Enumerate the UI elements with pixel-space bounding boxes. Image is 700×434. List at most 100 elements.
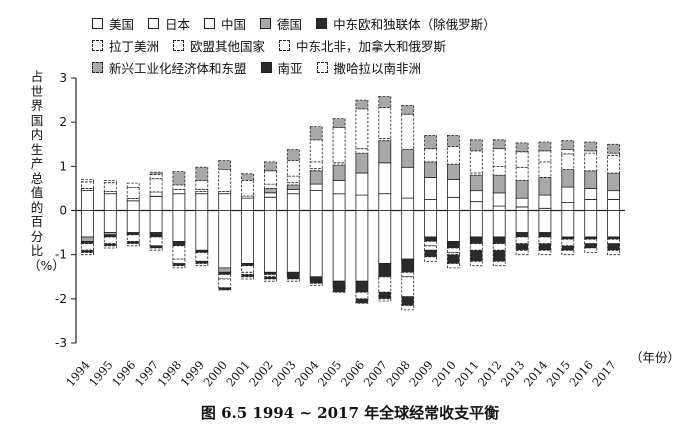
x-tick-label: 2016: [566, 358, 596, 389]
bar-segment: [172, 193, 186, 211]
y-tick-label: 2: [59, 115, 67, 129]
bar-segment: [607, 249, 620, 256]
bar-segment: [355, 99, 369, 110]
legend-label: 新兴工业化经济体和东盟: [109, 60, 247, 76]
bar-segment: [172, 188, 186, 195]
legend-swatch: [260, 17, 272, 29]
legend-item: 拉丁美洲: [92, 36, 159, 55]
bar-segment: [149, 210, 163, 234]
y-tick-label: -2: [55, 292, 67, 306]
bar-segment: [607, 190, 620, 200]
bar-segment: [195, 166, 209, 181]
bar-segment: [103, 236, 117, 244]
bar-segment: [81, 181, 94, 189]
bar-segment: [607, 154, 620, 174]
bar-segment: [81, 243, 94, 251]
bar-segment: [492, 148, 506, 167]
bar-segment: [218, 287, 232, 291]
bar-segment: [446, 146, 460, 165]
bar-segment: [401, 296, 415, 306]
bar-segment: [424, 240, 438, 247]
bar-segment: [469, 243, 483, 251]
bar-segment: [515, 243, 529, 251]
x-tick-label: 2001: [223, 358, 253, 389]
bar-segment: [309, 126, 323, 141]
legend-label: 南亚: [277, 60, 303, 76]
bar-segment: [286, 184, 300, 190]
bar-segment: [378, 162, 392, 195]
legend-swatch: [279, 39, 291, 51]
bar-segment: [149, 178, 163, 193]
bar-segment: [538, 176, 552, 196]
bar-segment: [424, 236, 438, 242]
x-tick-label: 2011: [452, 358, 482, 389]
bar-segment: [263, 183, 277, 189]
bar-segment: [446, 179, 460, 198]
bar-segment: [469, 236, 483, 244]
bar-segment: [561, 168, 575, 188]
bar-segment: [561, 249, 575, 256]
bar-segment: [424, 148, 438, 163]
bar-segment: [263, 187, 277, 194]
legend-item: 撒哈拉以南非洲: [316, 58, 421, 77]
bar-segment: [607, 243, 620, 251]
legend-label: 美国: [109, 16, 135, 32]
bar-segment: [263, 170, 277, 185]
bar-segment: [446, 163, 460, 181]
x-tick-label: 2006: [338, 358, 368, 389]
bar-segment: [561, 245, 575, 251]
bar-segment: [607, 210, 620, 238]
bar-segment: [378, 140, 392, 164]
bar-segment: [126, 182, 140, 188]
bar-segment: [401, 113, 415, 150]
bar-segment: [195, 263, 209, 267]
bar-segment: [218, 267, 232, 273]
y-axis-label: 占世界国内生产总值的百分比（%）: [28, 69, 65, 273]
x-tick-label: 2003: [269, 358, 299, 389]
bar-segment: [424, 245, 438, 251]
bar-segment: [218, 168, 232, 192]
bar-segment: [286, 160, 300, 177]
bar-segment: [309, 210, 323, 278]
chart-legend: 美国 日本 中国 德国 中东欧和独联体（除俄罗斯） 拉丁美洲 欧盟其他国家 中东北非，加拿大和…: [92, 12, 652, 78]
bar-segment: [355, 108, 369, 150]
bar-segment: [469, 210, 483, 238]
bar-segment: [446, 247, 460, 253]
bar-segment: [446, 254, 460, 264]
bar-segment: [149, 191, 163, 197]
bar-segment: [607, 152, 620, 156]
bar-segment: [538, 236, 552, 244]
legend-swatch: [204, 17, 216, 29]
bar-segment: [515, 180, 529, 199]
bar-segment: [469, 150, 483, 174]
x-tick-label: 2004: [292, 358, 322, 389]
x-tick-label: 1994: [63, 358, 93, 389]
bar-segment: [103, 193, 117, 211]
x-tick-label: 2005: [315, 358, 345, 389]
bar-segment: [355, 280, 369, 293]
bar-segment: [149, 236, 163, 247]
bar-segment: [241, 274, 255, 278]
bar-segment: [241, 173, 255, 181]
bar-segment: [584, 170, 598, 189]
bar-segment: [584, 247, 598, 253]
bar-segment: [515, 142, 529, 153]
bar-segment: [607, 143, 620, 154]
bar-segment: [469, 174, 483, 192]
bar-segment: [286, 182, 300, 186]
legend-row: 新兴工业化经济体和东盟 南亚 撒哈拉以南非洲: [92, 56, 652, 78]
bar-segment: [286, 193, 300, 211]
bar-segment: [492, 249, 506, 262]
bar-segment: [286, 175, 300, 183]
bar-segment: [469, 260, 483, 267]
bar-segment: [332, 164, 346, 181]
legend-item: 欧盟其他国家: [173, 36, 265, 55]
bar-segment: [538, 232, 552, 238]
bar-segment: [424, 176, 438, 200]
bar-segment: [515, 249, 529, 256]
bar-segment: [515, 166, 529, 181]
bar-segment: [218, 160, 232, 170]
x-tick-label: 1996: [109, 358, 139, 389]
bar-segment: [172, 240, 186, 247]
bar-segment: [263, 210, 277, 273]
